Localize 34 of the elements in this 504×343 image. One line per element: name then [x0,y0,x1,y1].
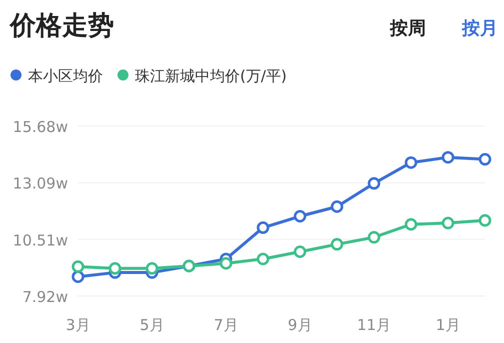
legend-label: 本小区均价 [28,67,103,85]
point [368,177,380,190]
point [442,151,454,164]
point [330,238,344,251]
y-tick-label: 13.09w [12,174,68,193]
y-tick-label: 10.51w [12,231,68,250]
x-tick-label: 9月 [288,316,312,334]
point [294,210,306,223]
x-tick-label: 3月 [66,316,90,334]
x-tick-label: 7月 [214,316,238,334]
text: 按周 [389,18,426,39]
x-tick-label: 5月 [140,316,164,334]
point [72,270,84,283]
point [368,231,380,244]
y-tick-label: 15.68w [12,118,68,136]
legend-label: 珠江新城中均价(万/平) [135,67,287,85]
point [404,156,418,169]
chart-title: 价格走势 [9,11,114,41]
point [404,218,418,231]
point [256,221,270,234]
point [146,262,158,275]
x-tick-label: 1月 [436,316,460,334]
point [256,252,270,266]
point [478,214,492,227]
point [72,260,84,273]
point [330,200,344,213]
text: 按月 [461,18,498,39]
point [108,262,122,275]
point [220,257,232,270]
point [478,153,492,166]
point [442,216,454,230]
x-tick-label: 11月 [356,316,392,334]
y-tick-label: 7.92w [22,288,68,306]
point [294,245,306,258]
